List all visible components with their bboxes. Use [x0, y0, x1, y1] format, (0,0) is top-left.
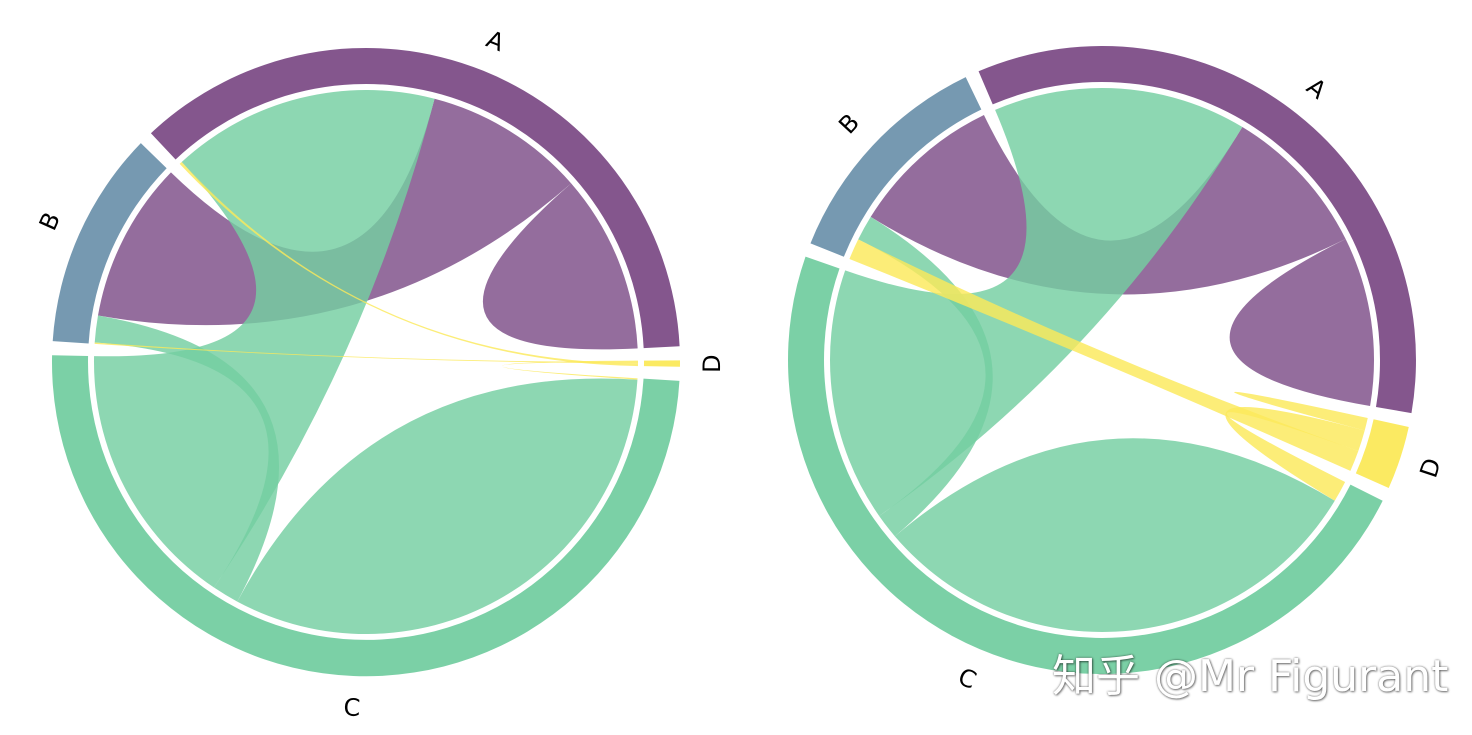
node-label-A: A [1301, 72, 1332, 105]
ribbon-A-C [93, 90, 435, 588]
arc-B [52, 143, 167, 344]
arc-C [51, 355, 680, 677]
node-label-C: C [954, 662, 980, 694]
ribbon-C-D [1225, 406, 1365, 501]
ribbon-C-C [894, 438, 1335, 632]
arc-D [643, 360, 681, 367]
chord-chart-2: A B C D [788, 46, 1447, 695]
arc-A [978, 46, 1416, 414]
node-label-D: D [698, 354, 726, 373]
ribbon-A-A [1229, 239, 1375, 407]
node-label-D: D [1415, 455, 1447, 481]
arc-D [1355, 419, 1409, 489]
ribbon-C-D [501, 360, 639, 380]
chord-chart-1: A B C D [34, 25, 726, 722]
ribbons [829, 88, 1375, 632]
node-label-B: B [34, 208, 66, 234]
ribbon-A-B [97, 98, 572, 326]
arc-A [150, 47, 680, 349]
ribbon-A-C [829, 88, 1243, 516]
ribbon-B-D [849, 239, 1359, 471]
ribbon-A-B [870, 114, 1346, 295]
arc-B [810, 77, 982, 257]
ribbon-A-A [482, 183, 638, 350]
ribbon-D-D [1234, 391, 1368, 431]
ribbons [93, 90, 639, 634]
ribbon-C-C [237, 378, 638, 634]
node-label-B: B [833, 108, 865, 139]
node-label-A: A [482, 25, 508, 57]
node-label-C: C [343, 693, 361, 722]
